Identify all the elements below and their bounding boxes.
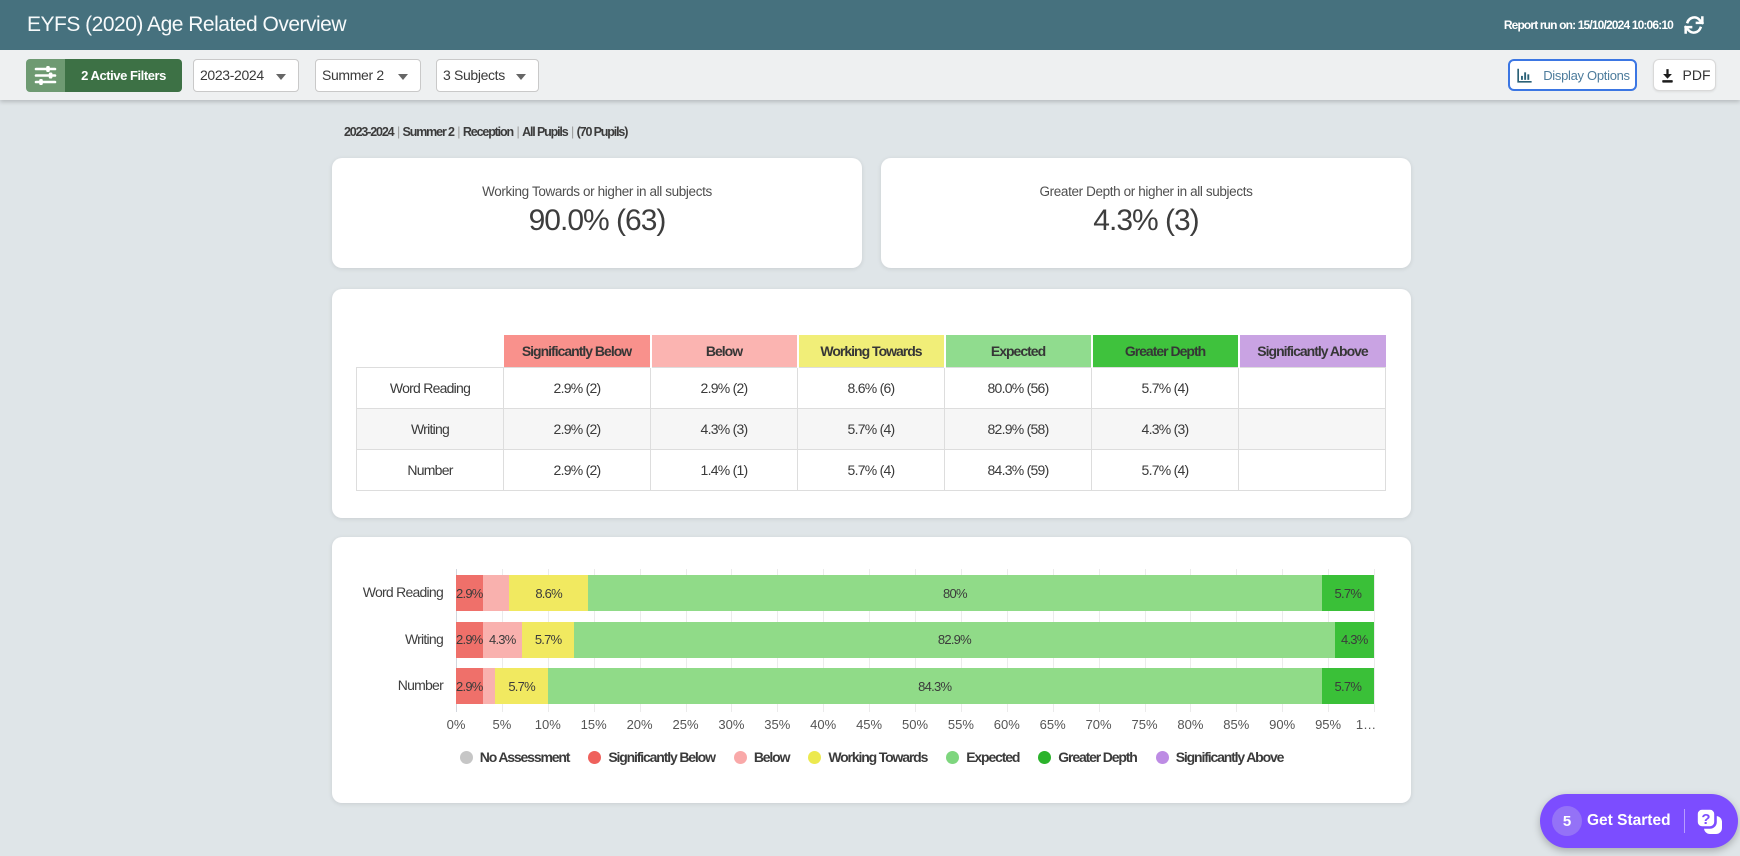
svg-text:?: ?: [1701, 811, 1710, 828]
